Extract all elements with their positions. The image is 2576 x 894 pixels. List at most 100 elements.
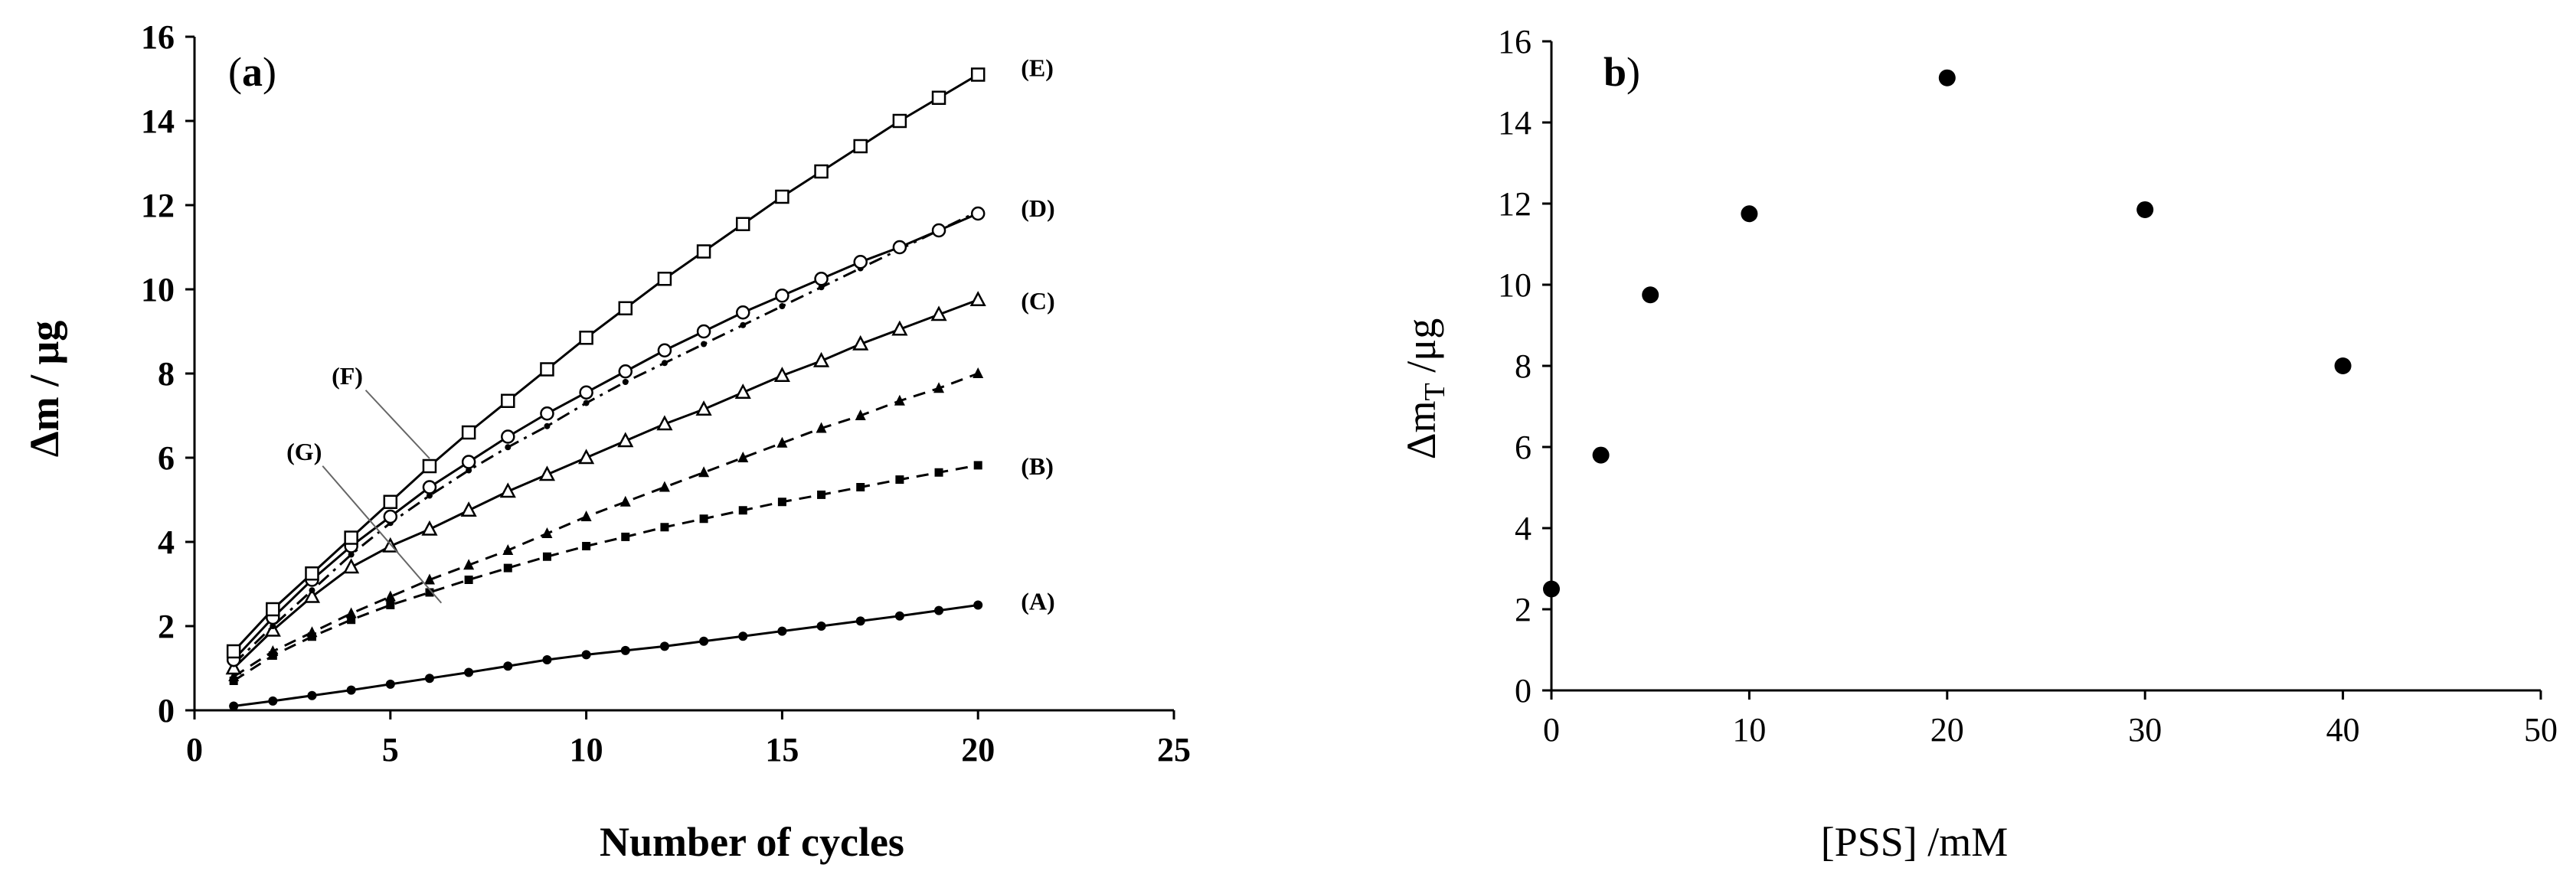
panel-b-y-tick-label: 16 <box>1498 23 1532 60</box>
panel-b-x-tick-label: 40 <box>2326 711 2360 749</box>
series-a-point <box>268 696 278 706</box>
panel-b-points <box>1543 69 2352 598</box>
panel-b-x-tick-label: 30 <box>2128 711 2162 749</box>
scatter-point <box>1938 69 1956 86</box>
series-e-point <box>226 644 241 659</box>
series-a-point <box>229 701 239 711</box>
panel-b-y-tick-label: 2 <box>1515 591 1532 628</box>
series-a-point <box>699 636 709 646</box>
series-a-point <box>307 690 317 700</box>
panel-a-series: (A) (B) (C) (D) (E) (F) (G) <box>225 54 1055 711</box>
series-e-point <box>814 164 829 179</box>
scatter-point <box>1592 446 1610 464</box>
panel-b-x-tick-label: 20 <box>1930 711 1964 749</box>
series-e-point <box>775 189 789 204</box>
series-f-point <box>701 341 708 347</box>
series-g-point <box>306 626 318 638</box>
series-e-point <box>540 362 554 377</box>
series-g-point <box>894 394 905 406</box>
series-g-point <box>502 544 514 555</box>
series-g-point <box>816 422 827 433</box>
panel-a-ylabel: Δm / μg <box>21 321 67 457</box>
series-g-point <box>698 466 710 478</box>
scatter-point <box>2136 201 2154 218</box>
series-b-point <box>582 542 591 550</box>
series-b-point <box>464 576 473 584</box>
series-g-point <box>423 573 435 585</box>
series-c-point <box>656 415 673 431</box>
series-d-point <box>540 406 554 421</box>
series-d-point <box>970 206 986 221</box>
panel-a-x-tick-label: 5 <box>382 731 399 768</box>
series-e-point <box>657 272 672 286</box>
series-b-point <box>817 490 826 499</box>
series-c-point <box>773 367 790 382</box>
series-g-point <box>933 382 945 393</box>
series-a <box>229 600 983 711</box>
panel-b-label: b) <box>1603 49 1640 95</box>
panel-b-letter: b <box>1603 49 1626 95</box>
series-a-point <box>659 641 669 651</box>
series-a-point <box>346 685 356 695</box>
series-g-point <box>776 436 788 448</box>
series-c-point <box>617 432 634 448</box>
series-e-point <box>931 90 946 105</box>
series-c-point <box>421 520 438 536</box>
series-f-point <box>309 587 315 594</box>
series-d-point <box>814 272 829 286</box>
panel-a-y-tick-label: 14 <box>141 103 175 140</box>
series-g-point <box>267 645 279 656</box>
series-c-point <box>969 291 986 306</box>
curve-label-c: (C) <box>1021 287 1054 315</box>
panel-b-ylabel-sub: T <box>1419 383 1451 400</box>
series-a-point <box>503 661 513 671</box>
panel-a-axes: 0 2 4 6 8 10 12 14 16 0 5 10 15 20 25 <box>141 18 1191 768</box>
series-a-point <box>816 622 826 631</box>
series-e-point <box>501 393 515 408</box>
series-f-point <box>583 400 590 406</box>
panel-b-y-tick-label: 0 <box>1515 672 1532 710</box>
panel-a-x-tick-label: 25 <box>1157 731 1191 768</box>
series-e-point <box>579 331 593 345</box>
series-a-point <box>777 626 787 636</box>
series-e-point <box>696 244 711 259</box>
panel-b-chart: 0 2 4 6 8 10 12 14 16 0 10 20 30 40 50 b) [PSS] /mM Δm… <box>1398 23 2558 865</box>
panel-b-x-tick-label: 50 <box>2524 711 2558 749</box>
series-a-point <box>894 611 904 621</box>
series-b-point <box>660 523 669 532</box>
curve-label-b: (B) <box>1021 452 1054 480</box>
series-d-point <box>775 289 789 303</box>
series-b-point <box>425 588 434 597</box>
series-f-point <box>505 444 512 451</box>
series-b-point <box>973 461 982 470</box>
series-c-point <box>343 558 360 574</box>
series-b-point <box>621 532 630 541</box>
curve-label-g: (G) <box>286 438 322 465</box>
series-a-point <box>385 679 395 689</box>
series-g-line <box>233 372 979 678</box>
panel-a-xlabel: Number of cycles <box>600 819 904 865</box>
panel-a-y-tick-label: 6 <box>158 439 175 477</box>
series-c-point <box>891 320 908 336</box>
scatter-point <box>1741 205 1758 223</box>
series-e <box>226 67 986 659</box>
series-d-point <box>735 305 750 320</box>
series-g-point <box>737 452 749 462</box>
series-g-point <box>973 367 984 378</box>
series-e-point <box>344 530 358 545</box>
series-g-point <box>228 670 240 681</box>
series-c-point <box>225 659 242 675</box>
panel-b-y-tick-label: 12 <box>1498 185 1532 223</box>
panel-a-x-tick-label: 15 <box>765 731 799 768</box>
series-d-point <box>579 385 593 400</box>
series-f-line <box>233 210 979 665</box>
series-d-point <box>892 240 907 255</box>
series-a-point <box>542 655 552 664</box>
series-c-point <box>812 351 830 367</box>
panel-b-xlabel: [PSS] /mM <box>1821 819 2009 865</box>
series-b-line <box>233 464 979 682</box>
series-f-point <box>779 303 786 309</box>
panel-b-x-tick-label: 0 <box>1543 711 1560 749</box>
